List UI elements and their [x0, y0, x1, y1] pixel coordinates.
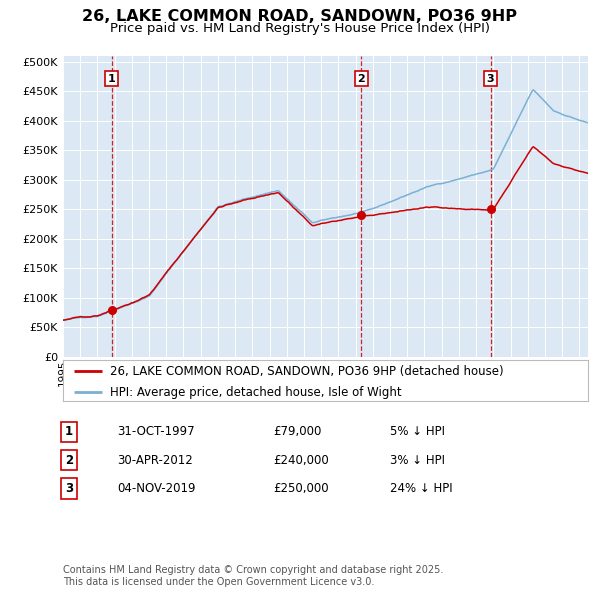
Text: 04-NOV-2019: 04-NOV-2019 [117, 482, 196, 495]
Text: 31-OCT-1997: 31-OCT-1997 [117, 425, 194, 438]
Text: 3: 3 [487, 74, 494, 84]
Text: 24% ↓ HPI: 24% ↓ HPI [390, 482, 452, 495]
Text: 3: 3 [65, 482, 73, 495]
Text: £240,000: £240,000 [273, 454, 329, 467]
Text: 5% ↓ HPI: 5% ↓ HPI [390, 425, 445, 438]
Text: 3% ↓ HPI: 3% ↓ HPI [390, 454, 445, 467]
Text: £79,000: £79,000 [273, 425, 322, 438]
Text: 1: 1 [108, 74, 116, 84]
Text: 26, LAKE COMMON ROAD, SANDOWN, PO36 9HP (detached house): 26, LAKE COMMON ROAD, SANDOWN, PO36 9HP … [110, 365, 504, 378]
Text: Contains HM Land Registry data © Crown copyright and database right 2025.
This d: Contains HM Land Registry data © Crown c… [63, 565, 443, 587]
Text: 1: 1 [65, 425, 73, 438]
Text: £250,000: £250,000 [273, 482, 329, 495]
Text: HPI: Average price, detached house, Isle of Wight: HPI: Average price, detached house, Isle… [110, 386, 402, 399]
Text: 26, LAKE COMMON ROAD, SANDOWN, PO36 9HP: 26, LAKE COMMON ROAD, SANDOWN, PO36 9HP [83, 9, 517, 24]
Text: 2: 2 [65, 454, 73, 467]
Text: 30-APR-2012: 30-APR-2012 [117, 454, 193, 467]
Text: Price paid vs. HM Land Registry's House Price Index (HPI): Price paid vs. HM Land Registry's House … [110, 22, 490, 35]
Text: 2: 2 [358, 74, 365, 84]
